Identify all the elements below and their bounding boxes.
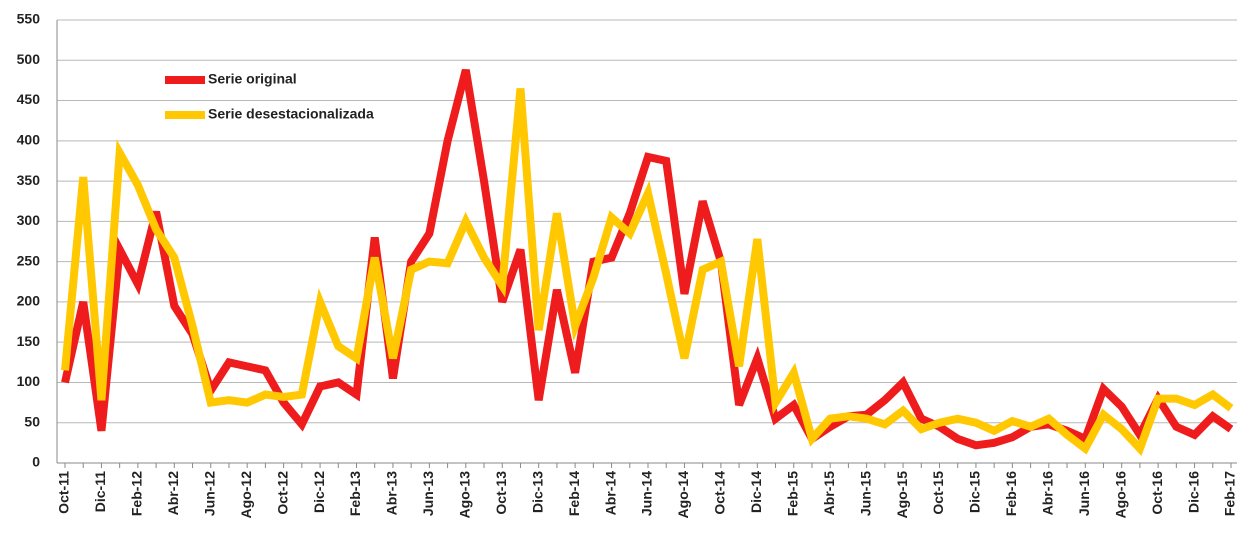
x-tick-label: Feb-13: [347, 471, 363, 516]
x-tick-label: Jun-13: [420, 471, 436, 516]
x-tick-label: Oct-14: [712, 471, 728, 515]
y-tick-label: 250: [17, 252, 41, 268]
y-tick-label: 550: [17, 11, 41, 27]
x-tick-label: Ago-14: [675, 471, 691, 519]
y-tick-label: 50: [24, 413, 40, 429]
x-tick-label: Feb-15: [784, 471, 800, 516]
x-tick-label: Oct-13: [493, 471, 509, 515]
x-tick-label: Abr-14: [602, 471, 618, 516]
x-tick-label: Oct-16: [1149, 471, 1165, 515]
x-tick-label: Dic-14: [748, 471, 764, 513]
x-tick-label: Feb-14: [566, 471, 582, 516]
y-tick-label: 350: [17, 172, 41, 188]
series-line: [61, 68, 1234, 450]
x-tick-label: Ago-15: [894, 471, 910, 519]
x-tick-label: Dic-13: [529, 471, 545, 513]
x-tick-label: Jun-14: [639, 471, 655, 516]
x-tick-label: Dic-12: [311, 471, 327, 513]
y-tick-label: 450: [17, 91, 41, 107]
x-tick-label: Feb-17: [1222, 471, 1237, 516]
y-tick-label: 0: [32, 454, 40, 470]
legend-label: Serie original: [208, 71, 297, 87]
x-tick-label: Feb-12: [129, 471, 145, 516]
x-tick-label: Feb-16: [1003, 471, 1019, 516]
x-tick-label: Jun-16: [1076, 471, 1092, 516]
x-tick-label: Dic-11: [92, 471, 108, 512]
y-tick-label: 500: [17, 51, 41, 67]
y-tick-label: 400: [17, 132, 41, 148]
x-tick-label: Ago-13: [457, 471, 473, 519]
x-tick-label: Dic-15: [967, 471, 983, 513]
y-tick-label: 100: [17, 373, 41, 389]
x-tick-label: Abr-16: [1040, 471, 1056, 516]
y-tick-label: 200: [17, 293, 41, 309]
x-tick-label: Oct-11: [56, 471, 72, 514]
x-tick-label: Jun-12: [201, 471, 217, 516]
x-tick-label: Ago-16: [1112, 471, 1128, 519]
x-tick-label: Oct-12: [274, 471, 290, 515]
x-tick-label: Ago-12: [238, 471, 254, 519]
x-tick-label: Oct-15: [930, 471, 946, 515]
series-line: [61, 88, 1234, 456]
x-tick-label: Abr-12: [165, 471, 181, 516]
x-tick-label: Abr-13: [384, 471, 400, 516]
x-tick-label: Jun-15: [857, 471, 873, 516]
x-tick-label: Dic-16: [1185, 471, 1201, 513]
y-tick-label: 150: [17, 333, 41, 349]
y-tick-label: 300: [17, 212, 41, 228]
x-tick-label: Abr-15: [821, 471, 837, 516]
legend-label: Serie desestacionalizada: [208, 106, 374, 122]
